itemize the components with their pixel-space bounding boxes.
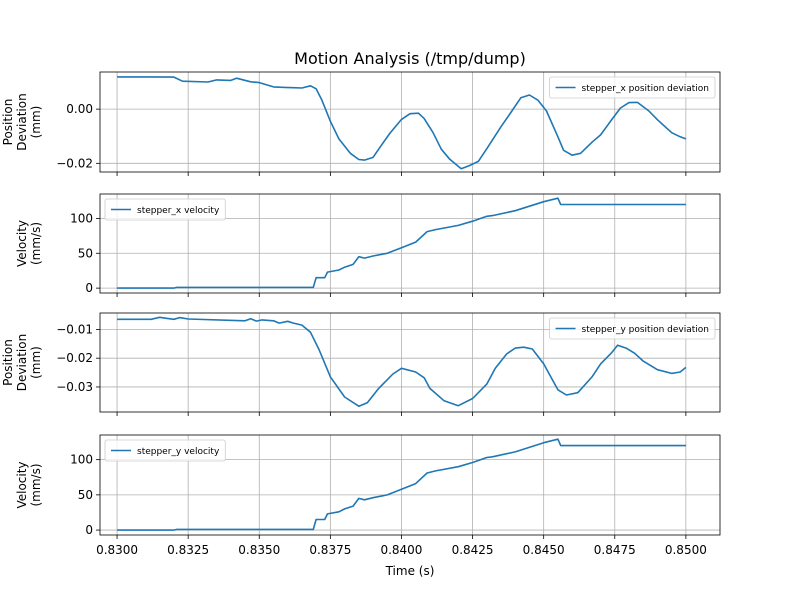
y-tick-label: 100 — [70, 453, 93, 467]
y-tick-label: 50 — [78, 246, 93, 260]
y-tick-label: −0.01 — [56, 322, 93, 336]
subplot-1: −0.02 0.00 PositionDeviation(mm) stepper_x … — [1, 71, 721, 176]
y-axis-label-line: (mm) — [29, 346, 43, 379]
y-tick-label: −0.02 — [56, 156, 93, 170]
subplot-2: 0 50 100 Velocity(mm/s) stepper_x velocity — [15, 193, 721, 297]
legend-label: stepper_y velocity — [137, 447, 220, 457]
y-axis-label-line: Velocity — [15, 220, 29, 267]
y-axis-label-line: Deviation — [15, 93, 29, 150]
y-axis-label: PositionDeviation(mm) — [1, 334, 43, 391]
x-tick-label: 0.8475 — [594, 543, 636, 557]
y-axis-label-line: (mm/s) — [29, 463, 43, 506]
x-tick-label: 0.8325 — [167, 543, 209, 557]
y-tick-label: 50 — [78, 488, 93, 502]
y-axis-label-line: Position — [1, 99, 15, 146]
legend-box — [104, 439, 226, 462]
x-tick-label: 0.8300 — [96, 543, 138, 557]
plot-frame — [99, 434, 721, 536]
legend-box — [104, 198, 226, 221]
y-tick-label: −0.03 — [56, 380, 93, 394]
x-tick-label: 0.8400 — [380, 543, 422, 557]
y-axis-label: Velocity(mm/s) — [15, 220, 43, 267]
y-tick-label: 100 — [70, 211, 93, 225]
y-axis-label-line: Position — [1, 339, 15, 386]
legend: stepper_y position deviation — [549, 317, 716, 340]
y-tick-label: 0 — [85, 523, 93, 537]
y-axis-label-line: Velocity — [15, 461, 29, 508]
x-tick-label: 0.8450 — [523, 543, 565, 557]
series-line — [117, 76, 687, 170]
x-tick-label: 0.8350 — [238, 543, 280, 557]
y-axis-label: Velocity(mm/s) — [15, 461, 43, 508]
legend-label: stepper_x position deviation — [582, 84, 709, 94]
y-axis-label-line: Deviation — [15, 334, 29, 391]
plot-frame — [99, 193, 721, 294]
y-tick-label: 0 — [85, 281, 93, 295]
plot-frame — [99, 312, 721, 413]
legend-label: stepper_x velocity — [137, 206, 220, 216]
series-line — [117, 316, 687, 408]
legend: stepper_x velocity — [104, 198, 226, 221]
legend-label: stepper_y position deviation — [582, 325, 709, 335]
legend-box — [549, 76, 716, 99]
x-tick-label: 0.8425 — [452, 543, 494, 557]
plot-frame — [99, 71, 721, 173]
subplot-4: 0.8300 0.8325 0.8350 0.8375 0.8400 0.8425 0.84… — [15, 434, 721, 557]
subplot-3: −0.03 −0.02 −0.01 PositionDeviation(mm) step… — [1, 312, 721, 416]
y-axis-label-line: (mm) — [29, 106, 43, 139]
series-line — [117, 197, 686, 289]
chart-title: Motion Analysis (/tmp/dump) — [294, 49, 526, 68]
legend-box — [549, 317, 716, 340]
x-tick-label: 0.8375 — [309, 543, 351, 557]
legend: stepper_x position deviation — [549, 76, 716, 99]
y-tick-label: −0.02 — [56, 351, 93, 365]
legend: stepper_y velocity — [104, 439, 226, 462]
x-axis-label: Time (s) — [385, 564, 435, 578]
x-tick-label: 0.8500 — [665, 543, 707, 557]
y-tick-label: 0.00 — [66, 102, 93, 116]
y-axis-label-line: (mm/s) — [29, 222, 43, 265]
y-axis-label: PositionDeviation(mm) — [1, 93, 43, 150]
series-line — [117, 438, 686, 531]
